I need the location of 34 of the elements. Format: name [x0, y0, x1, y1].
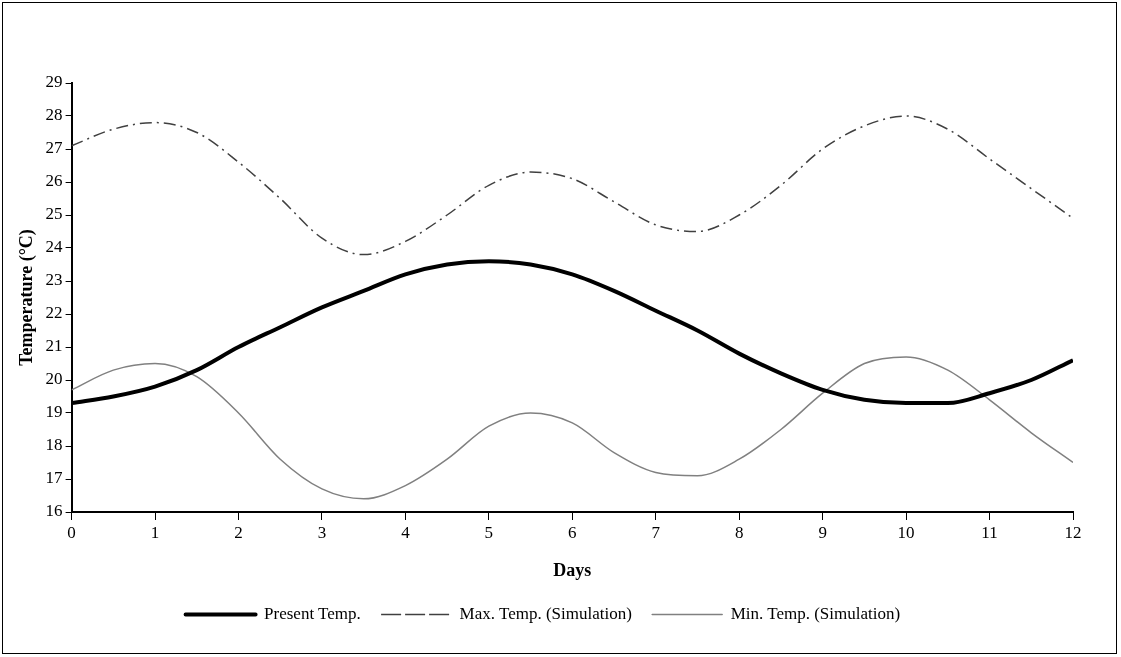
- x-tick-label: 5: [484, 522, 494, 542]
- x-tick-label: 2: [234, 522, 243, 542]
- y-tick-label: 22: [45, 303, 63, 323]
- x-axis-title: Days: [553, 559, 592, 580]
- y-tick-label: 19: [45, 402, 63, 422]
- y-tick-label: 24: [45, 237, 64, 257]
- y-tick-label: 29: [45, 72, 63, 92]
- line-series: [71, 356, 1073, 500]
- x-tick-label: 11: [981, 522, 998, 542]
- y-tick-label: 17: [45, 468, 64, 488]
- x-tick-label: 9: [818, 522, 827, 542]
- x-tick-label: 7: [651, 522, 661, 542]
- y-axis-title: Temperature (°C): [16, 229, 38, 366]
- x-tick-label: 1: [150, 522, 160, 542]
- y-tick-label: 28: [45, 105, 63, 125]
- line-series: [71, 115, 1073, 256]
- x-tick-label: 3: [317, 522, 327, 542]
- x-tick-label: 0: [67, 522, 76, 542]
- y-tick-label: 20: [45, 369, 63, 389]
- y-tick-label: 16: [45, 501, 63, 521]
- x-tick-label: 6: [568, 522, 577, 542]
- legend-label: Max. Temp. (Simulation): [459, 603, 632, 623]
- y-tick-label: 21: [45, 336, 63, 356]
- x-tick-label: 12: [1064, 522, 1082, 542]
- x-tick-label: 8: [734, 522, 744, 542]
- y-tick-label: 27: [45, 138, 64, 158]
- x-tick-label: 4: [401, 522, 411, 542]
- legend-label: Min. Temp. (Simulation): [730, 603, 901, 623]
- y-tick-label: 26: [45, 171, 63, 191]
- y-tick-label: 23: [45, 270, 63, 290]
- legend-label: Present Temp.: [264, 603, 361, 623]
- x-tick-label: 10: [897, 522, 915, 542]
- y-tick-label: 25: [45, 204, 63, 224]
- y-tick-label: 18: [45, 435, 63, 455]
